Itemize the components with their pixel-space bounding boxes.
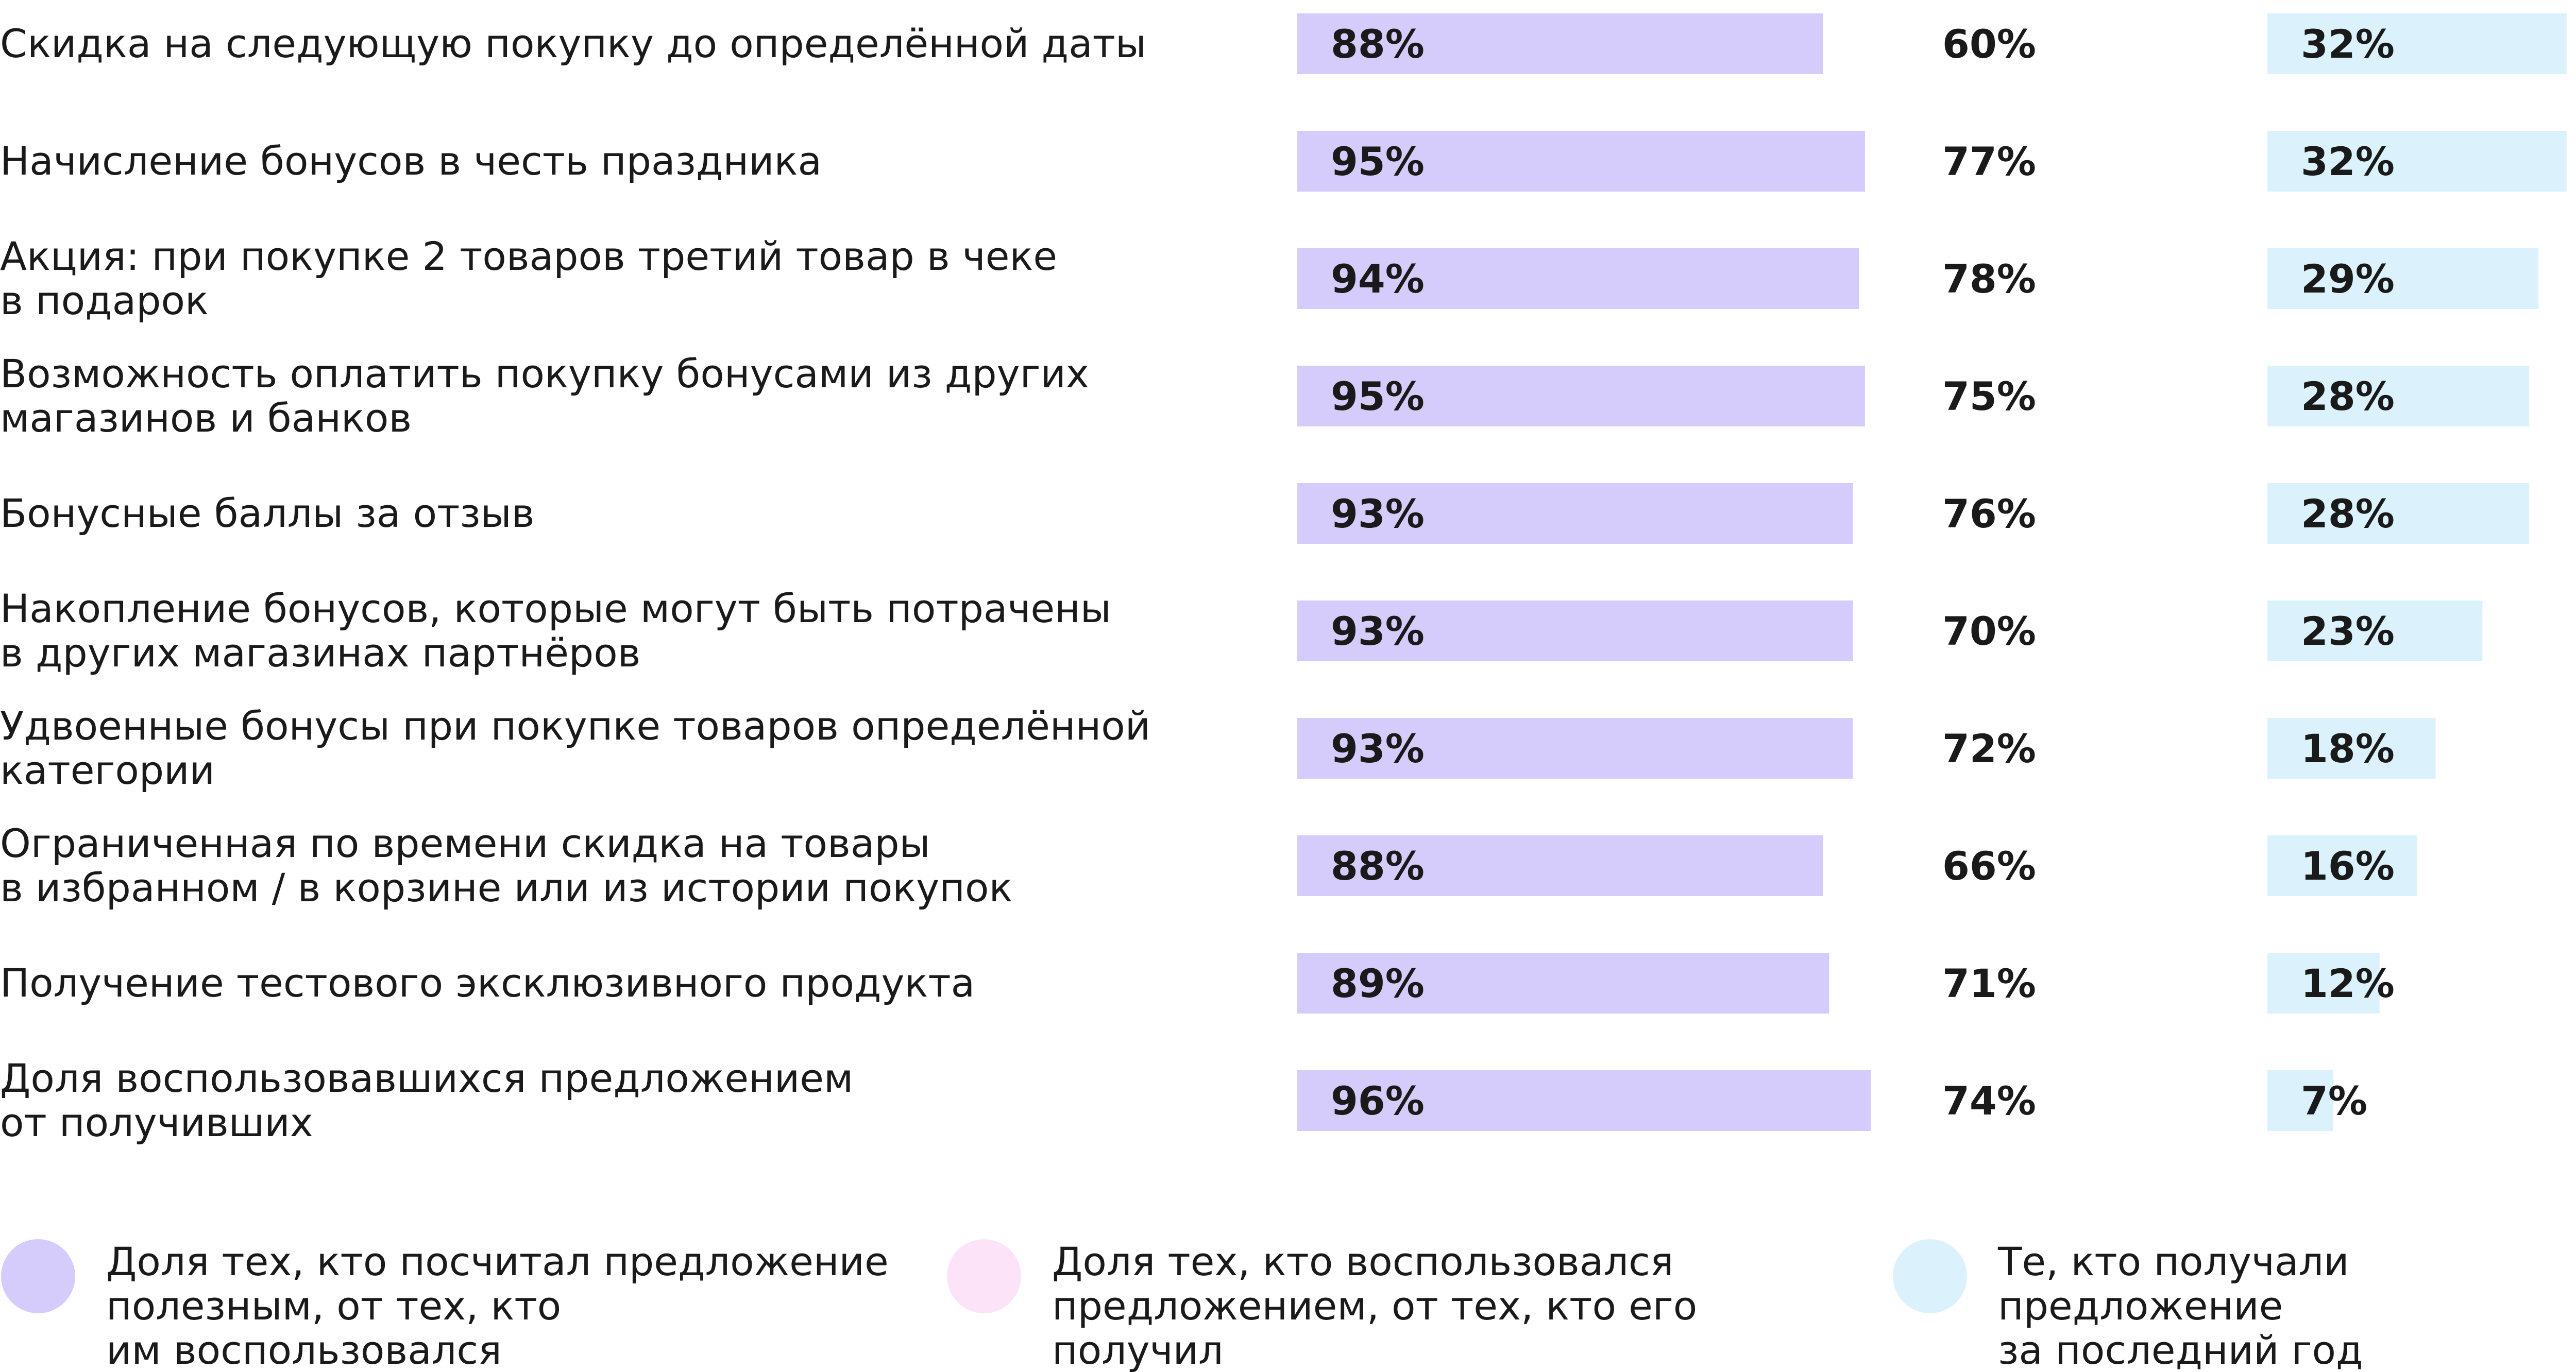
- legend-label-line: Доля тех, кто воспользовался: [1052, 1239, 1673, 1284]
- value-label-used: 75%: [1942, 373, 2036, 419]
- value-label-useful: 95%: [1331, 139, 1425, 184]
- value-label-useful: 93%: [1331, 726, 1425, 771]
- legend-label-line: предложение: [1998, 1283, 2283, 1329]
- value-label-received: 32%: [2301, 139, 2395, 184]
- legend-label-line: Доля тех, кто посчитал предложение: [106, 1239, 889, 1284]
- value-label-received: 28%: [2301, 491, 2395, 537]
- category-label: Скидка на следующую покупку до определён…: [0, 21, 1146, 66]
- value-label-used: 71%: [1942, 961, 2036, 1006]
- category-label-line: от получивших: [0, 1100, 313, 1145]
- legend-swatch: [1893, 1239, 1967, 1313]
- bar-received: [2267, 1070, 2333, 1131]
- value-label-useful: 94%: [1331, 256, 1425, 302]
- bar-received: [2267, 483, 2530, 544]
- bar-useful: [1297, 1070, 1871, 1131]
- category-label-line: категории: [0, 747, 215, 793]
- legend-label: Доля тех, кто воспользовался предложением…: [1052, 1239, 1697, 1372]
- value-label-used: 77%: [1942, 139, 2036, 184]
- bar-useful: [1297, 366, 1865, 426]
- value-label-received: 32%: [2301, 21, 2395, 67]
- value-label-received: 12%: [2301, 961, 2395, 1006]
- category-label: Бонусные баллы за отзыв: [0, 490, 535, 536]
- value-label-useful: 95%: [1331, 373, 1425, 419]
- bar-received: [2267, 131, 2567, 192]
- value-label-useful: 89%: [1331, 961, 1425, 1006]
- value-label-received: 18%: [2301, 726, 2395, 771]
- legend-label-line: Те, кто получали: [1997, 1239, 2349, 1284]
- bar-received: [2267, 835, 2417, 896]
- category-label-line: в избранном / в корзине или из истории п…: [0, 865, 1012, 911]
- value-label-received: 29%: [2301, 256, 2395, 302]
- bar-useful: [1297, 835, 1823, 896]
- category-label: Доля воспользовавшихся предложением от по…: [0, 1055, 853, 1145]
- bar-useful: [1297, 483, 1853, 544]
- bar-useful: [1297, 13, 1823, 74]
- legend-swatch: [947, 1239, 1021, 1313]
- value-label-used: 72%: [1942, 726, 2036, 771]
- category-label-line: Бонусные баллы за отзыв: [0, 490, 535, 536]
- value-label-received: 16%: [2301, 843, 2395, 889]
- legend-label: Доля тех, кто посчитал предложение полезн…: [106, 1239, 889, 1372]
- value-label-useful: 96%: [1331, 1078, 1425, 1124]
- category-label-line: магазинов и банков: [0, 395, 412, 441]
- value-label-useful: 93%: [1331, 491, 1425, 537]
- category-label: Ограниченная по времени скидка на товары…: [0, 820, 1012, 911]
- category-label: Начисление бонусов в честь праздника: [0, 138, 822, 184]
- value-label-received: 28%: [2301, 373, 2395, 419]
- category-label-line: Доля воспользовавшихся предложением: [0, 1055, 853, 1101]
- value-label-used: 76%: [1942, 491, 2036, 537]
- category-label: Удвоенные бонусы при покупке товаров опр…: [0, 703, 1150, 793]
- value-label-useful: 88%: [1331, 843, 1425, 889]
- bar-received: [2267, 953, 2380, 1014]
- value-label-received: 7%: [2301, 1078, 2367, 1124]
- bar-received: [2267, 248, 2539, 309]
- category-label: Возможность оплатить покупку бонусами из…: [0, 351, 1089, 441]
- bar-received: [2267, 366, 2530, 426]
- bar-useful: [1297, 131, 1865, 192]
- category-label-line: Накопление бонусов, которые могут быть п…: [0, 586, 1111, 631]
- value-label-used: 60%: [1942, 21, 2036, 67]
- category-label: Акция: при покупке 2 товаров третий това…: [0, 233, 1057, 323]
- category-label: Накопление бонусов, которые могут быть п…: [0, 586, 1111, 676]
- bar-received: [2267, 718, 2436, 779]
- category-label-line: Ограниченная по времени скидка на товары: [0, 820, 930, 866]
- value-label-used: 66%: [1942, 843, 2036, 889]
- category-label-line: Начисление бонусов в честь праздника: [0, 138, 822, 184]
- value-label-useful: 93%: [1331, 608, 1425, 654]
- bar-received: [2267, 13, 2567, 74]
- category-label-line: Удвоенные бонусы при покупке товаров опр…: [0, 703, 1150, 749]
- category-label-line: Акция: при покупке 2 товаров третий това…: [0, 233, 1057, 279]
- bar-useful: [1297, 718, 1853, 779]
- category-label-line: Возможность оплатить покупку бонусами из…: [0, 351, 1089, 397]
- bar-received: [2267, 601, 2483, 661]
- legend-swatch: [1, 1239, 75, 1313]
- category-label-line: Скидка на следующую покупку до определён…: [0, 21, 1146, 66]
- legend-label-line: предложением, от тех, кто его: [1052, 1283, 1697, 1329]
- value-label-used: 78%: [1942, 256, 2036, 302]
- bar-useful: [1297, 953, 1829, 1014]
- value-label-used: 74%: [1942, 1078, 2036, 1124]
- category-label-line: в подарок: [0, 278, 209, 323]
- legend-label-line: полезным, от тех, кто: [106, 1283, 561, 1329]
- legend-label: Те, кто получали предложение за последний …: [1997, 1239, 2363, 1372]
- value-label-useful: 88%: [1331, 21, 1425, 67]
- legend-label-line: им воспользовался: [106, 1327, 502, 1372]
- legend-label-line: за последний год: [1998, 1327, 2363, 1372]
- category-label-line: Получение тестового эксклюзивного продук…: [0, 960, 975, 1006]
- bar-useful: [1297, 248, 1859, 309]
- value-label-received: 23%: [2301, 608, 2395, 654]
- bar-useful: [1297, 601, 1853, 661]
- category-label: Получение тестового эксклюзивного продук…: [0, 960, 975, 1006]
- value-label-used: 70%: [1942, 608, 2036, 654]
- legend-label-line: получил: [1052, 1327, 1224, 1372]
- category-label-line: в других магазинах партнёров: [0, 630, 641, 676]
